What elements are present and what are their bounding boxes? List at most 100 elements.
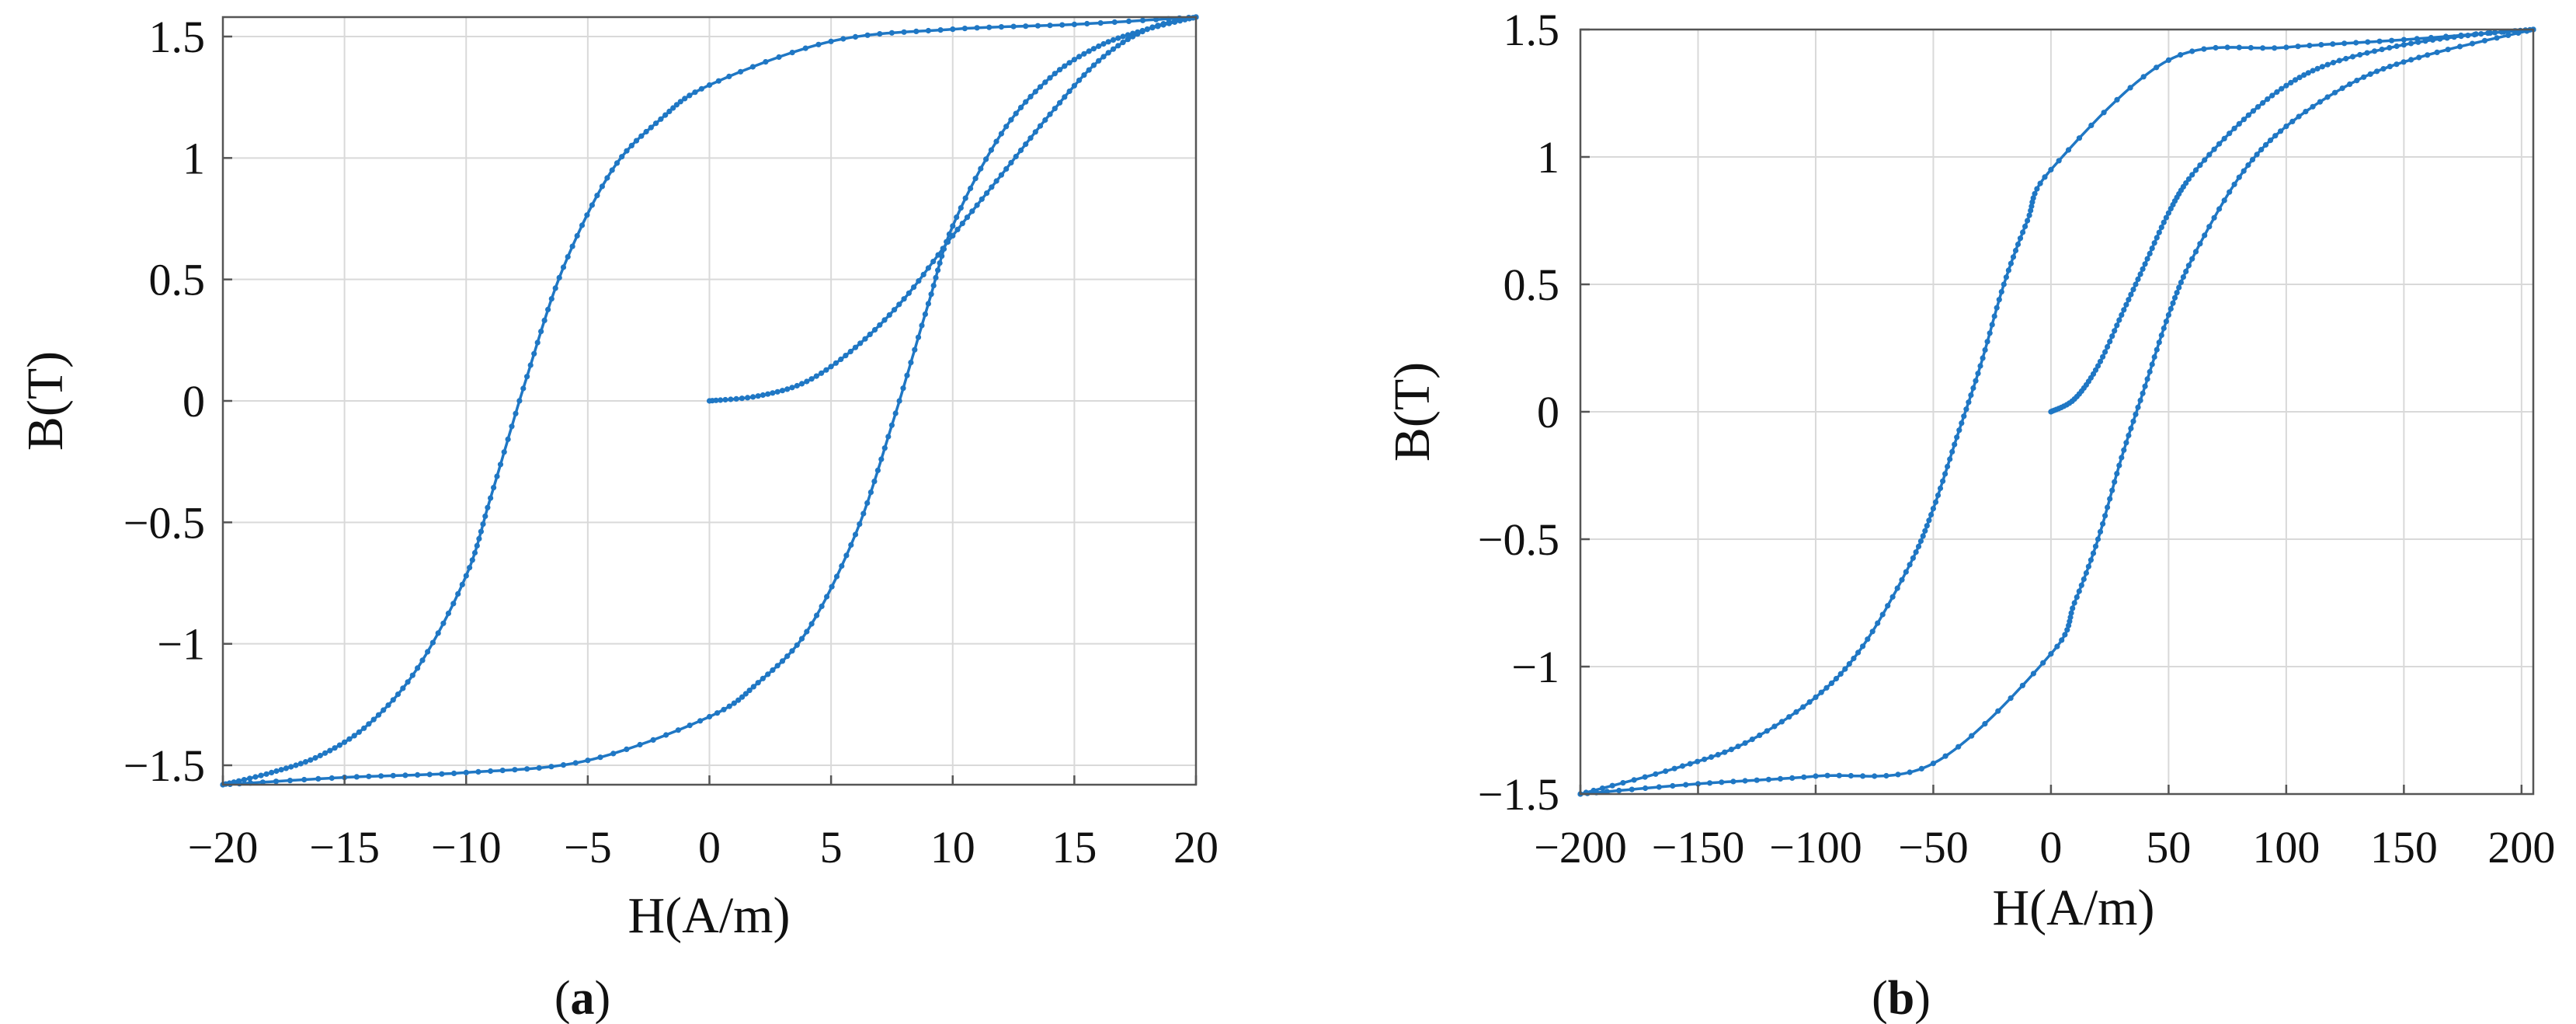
data-point-b-2-14 <box>1742 778 1748 784</box>
data-point-b-2-82 <box>2147 368 2153 375</box>
data-point-a-1-70 <box>560 264 567 270</box>
data-point-b-1-95 <box>1920 533 1926 539</box>
data-point-a-1-98 <box>469 557 475 563</box>
data-point-a-1-129 <box>322 750 329 756</box>
data-point-b-1-101 <box>1903 569 1909 575</box>
data-point-b-0-62 <box>2197 162 2203 169</box>
data-point-a-1-19 <box>961 26 968 32</box>
data-point-a-1-20 <box>950 26 956 33</box>
data-point-a-2-100 <box>950 223 956 229</box>
data-point-a-1-132 <box>308 757 314 763</box>
data-point-a-1-143 <box>252 774 259 780</box>
caption-letter-a: a <box>571 972 595 1024</box>
x-tick-label-a-3: −5 <box>564 822 612 872</box>
data-point-b-2-79 <box>2140 390 2146 396</box>
data-point-b-2-24 <box>1860 773 1866 779</box>
data-point-a-2-51 <box>760 675 767 681</box>
data-point-b-1-23 <box>2247 44 2254 51</box>
data-point-b-1-117 <box>1828 680 1834 687</box>
data-point-a-2-131 <box>1100 40 1107 47</box>
data-point-a-2-142 <box>1155 23 1161 30</box>
data-point-a-1-60 <box>609 167 615 173</box>
data-point-b-0-21 <box>2097 358 2104 364</box>
data-point-a-0-51 <box>954 226 961 232</box>
data-point-a-0-61 <box>1003 165 1010 172</box>
data-point-a-1-131 <box>312 754 318 761</box>
x-tick-label-a-7: 15 <box>1052 822 1097 872</box>
data-point-b-1-136 <box>1702 756 1708 762</box>
data-point-b-0-37 <box>2135 276 2141 282</box>
data-point-a-1-117 <box>381 707 387 713</box>
data-point-b-1-7 <box>2442 33 2449 40</box>
data-point-a-2-38 <box>687 723 693 729</box>
x-tick-label-b-7: 150 <box>2370 822 2438 872</box>
data-point-b-1-42 <box>2037 180 2043 186</box>
data-point-a-1-82 <box>516 398 523 404</box>
data-point-a-2-8 <box>315 775 322 782</box>
data-point-a-0-5 <box>728 396 734 402</box>
data-point-b-2-57 <box>2088 557 2094 563</box>
data-point-a-2-59 <box>798 636 805 642</box>
data-point-b-0-29 <box>2116 317 2122 323</box>
hysteresis-curves-b <box>1577 26 2536 797</box>
data-point-b-2-56 <box>2085 563 2091 569</box>
data-point-b-1-78 <box>1959 420 1965 427</box>
data-point-a-0-40 <box>901 296 907 302</box>
data-point-b-0-85 <box>2305 70 2311 76</box>
data-point-a-1-85 <box>505 436 511 443</box>
data-point-a-0-74 <box>1066 88 1072 95</box>
data-point-a-2-52 <box>765 671 771 677</box>
data-point-b-0-94 <box>2357 51 2363 58</box>
data-point-b-1-131 <box>1735 744 1741 750</box>
data-point-b-1-26 <box>2213 44 2219 51</box>
data-point-a-1-7 <box>1111 19 1118 26</box>
data-point-b-2-133 <box>2374 68 2380 75</box>
data-point-a-2-78 <box>881 445 888 451</box>
data-point-a-1-138 <box>278 767 284 773</box>
data-point-a-2-75 <box>871 479 878 485</box>
data-point-a-1-89 <box>491 485 497 491</box>
data-point-b-1-113 <box>1846 660 1852 667</box>
data-point-b-1-65 <box>1989 322 1995 328</box>
data-point-b-1-17 <box>2318 42 2324 48</box>
data-point-b-0-36 <box>2133 281 2139 287</box>
data-point-a-0-35 <box>877 322 883 328</box>
data-point-b-1-77 <box>1961 413 1967 420</box>
x-tick-label-a-8: 20 <box>1173 822 1218 872</box>
data-point-a-1-122 <box>356 729 362 735</box>
data-point-a-2-28 <box>560 762 567 768</box>
data-point-a-2-40 <box>706 713 713 720</box>
data-point-a-1-141 <box>263 771 269 777</box>
data-point-a-1-45 <box>677 99 683 105</box>
data-point-a-0-55 <box>974 202 980 208</box>
data-point-b-2-128 <box>2339 85 2345 92</box>
data-point-b-1-38 <box>2065 147 2072 153</box>
data-point-a-1-33 <box>789 50 795 56</box>
data-point-a-1-112 <box>405 679 411 685</box>
data-point-a-1-120 <box>366 721 372 727</box>
data-point-a-1-67 <box>574 232 580 239</box>
data-point-b-1-140 <box>1671 765 1677 771</box>
data-point-a-1-75 <box>541 317 548 323</box>
data-point-a-2-23 <box>499 768 506 774</box>
data-point-b-2-93 <box>2171 294 2178 301</box>
data-point-a-2-41 <box>714 710 721 716</box>
data-point-b-0-38 <box>2137 271 2143 277</box>
data-point-a-2-15 <box>402 772 408 778</box>
data-point-a-1-109 <box>419 657 426 664</box>
data-point-b-0-91 <box>2336 57 2342 64</box>
data-point-a-2-58 <box>794 642 800 648</box>
data-point-b-1-87 <box>1937 485 1944 492</box>
data-point-a-0-67 <box>1032 129 1038 135</box>
data-point-a-1-139 <box>273 768 280 775</box>
data-point-b-1-18 <box>2307 43 2313 49</box>
data-point-b-2-10 <box>1695 781 1702 787</box>
data-point-b-1-126 <box>1771 723 1778 730</box>
data-point-b-2-59 <box>2092 543 2099 549</box>
data-point-a-1-43 <box>687 92 693 99</box>
data-point-b-0-49 <box>2163 214 2169 221</box>
data-point-b-2-86 <box>2156 340 2162 346</box>
data-point-b-1-147 <box>1599 785 1605 792</box>
data-point-a-2-25 <box>524 766 530 772</box>
